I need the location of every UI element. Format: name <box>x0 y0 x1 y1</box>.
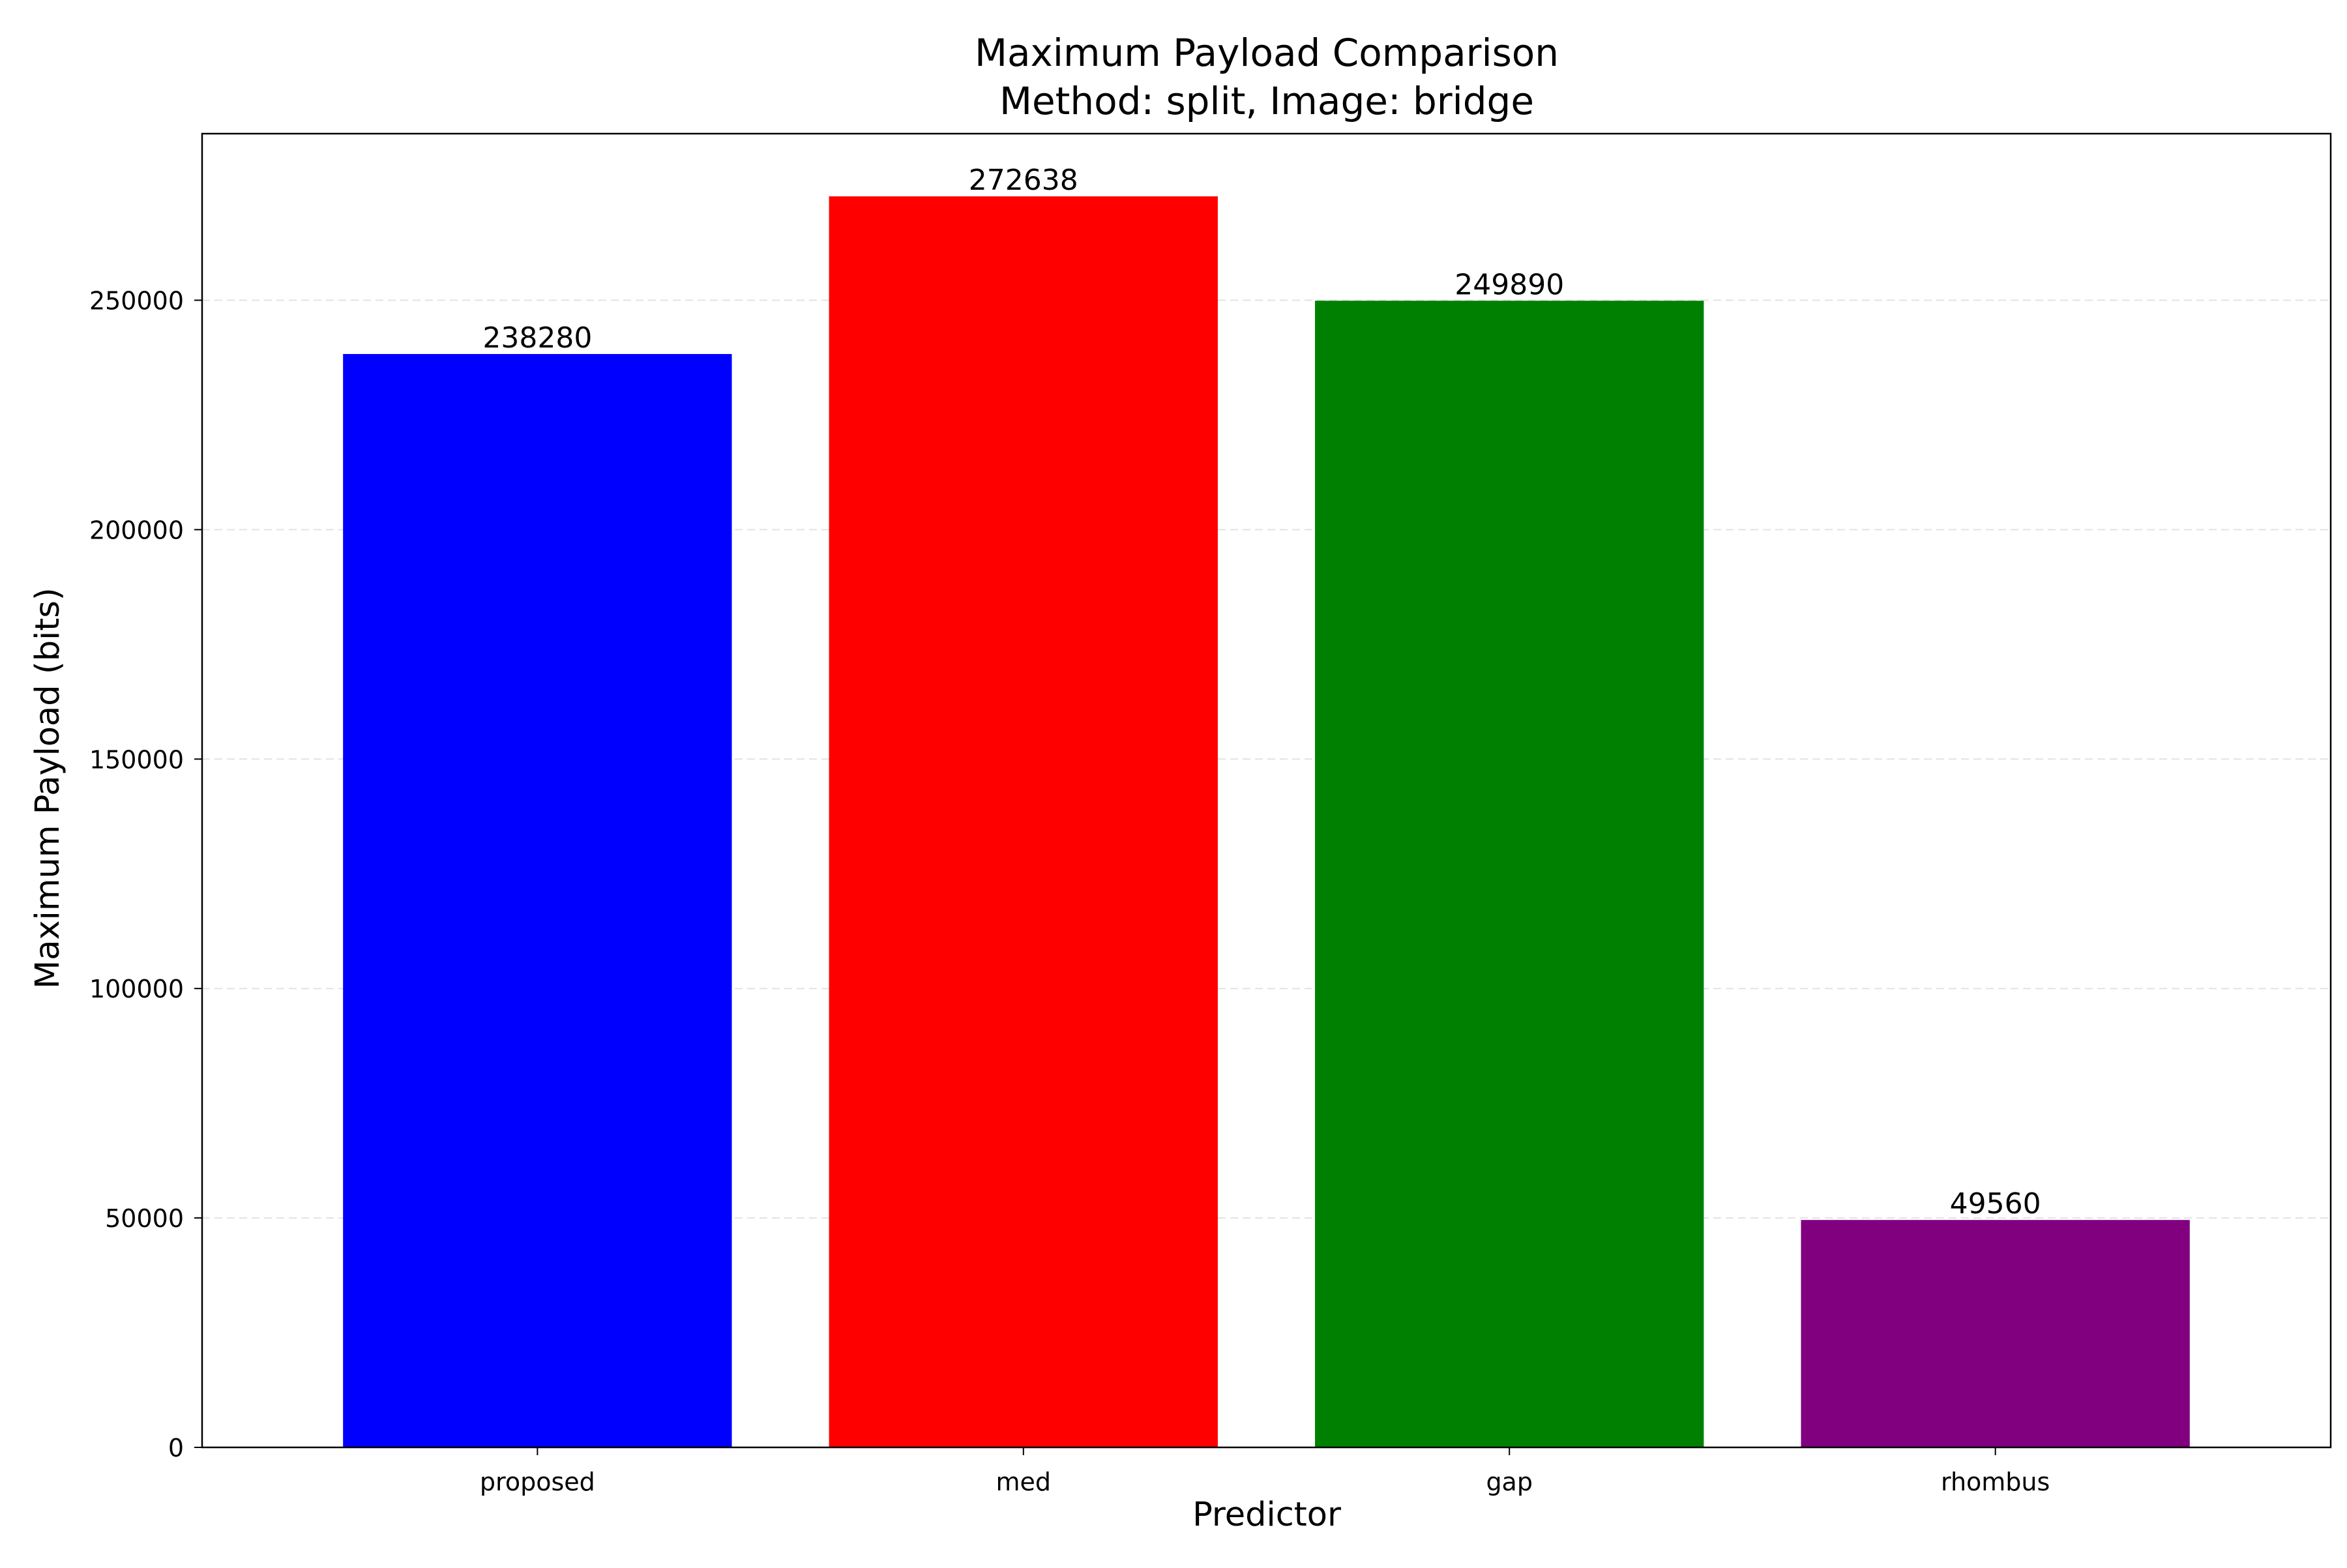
x-axis-label: Predictor <box>1192 1496 1341 1534</box>
bars <box>343 196 2190 1447</box>
x-tick-label: rhombus <box>1941 1468 2050 1496</box>
grid-lines <box>202 299 2331 1219</box>
chart-title: Maximum Payload Comparison <box>975 31 1559 75</box>
data-label: 272638 <box>969 164 1078 197</box>
bar-rhombus <box>1801 1220 2190 1447</box>
y-tick-label: 150000 <box>89 745 184 774</box>
data-label: 249890 <box>1454 268 1564 301</box>
data-label: 49560 <box>1950 1187 2041 1220</box>
data-label: 238280 <box>482 321 592 355</box>
y-tick-label: 250000 <box>89 286 184 315</box>
y-tick-label: 100000 <box>89 975 184 1003</box>
bar-gap <box>1315 301 1704 1447</box>
bar-proposed <box>343 353 732 1447</box>
y-tick-label: 50000 <box>105 1204 184 1233</box>
x-tick-label: gap <box>1486 1468 1533 1496</box>
x-tick-label: proposed <box>480 1468 595 1496</box>
data-labels: 238280 272638 249890 49560 <box>482 164 2041 1220</box>
y-tick-label: 0 <box>168 1434 184 1462</box>
y-axis-label: Maximum Payload (bits) <box>29 587 67 989</box>
x-tick-label: med <box>996 1468 1052 1496</box>
ticks: 0 50000 100000 150000 200000 250000 proposed me… <box>89 286 2050 1496</box>
y-tick-label: 200000 <box>89 516 184 544</box>
chart-subtitle: Method: split, Image: bridge <box>999 79 1534 123</box>
bar-med <box>829 196 1218 1447</box>
axes-frame <box>201 132 2332 1449</box>
